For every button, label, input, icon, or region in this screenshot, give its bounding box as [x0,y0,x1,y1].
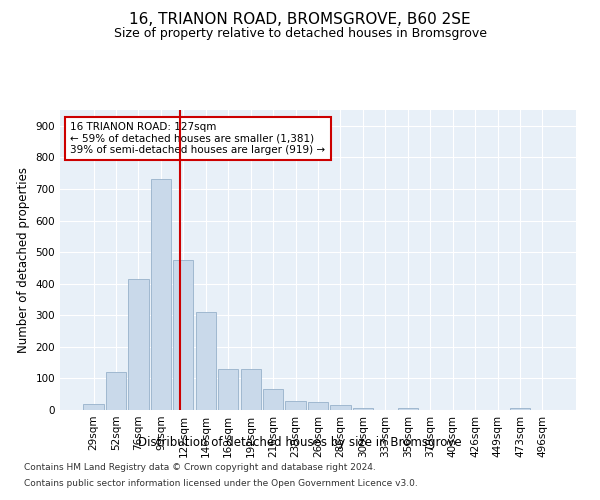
Bar [331,406,350,410]
Bar [510,408,530,410]
Text: 16 TRIANON ROAD: 127sqm
← 59% of detached houses are smaller (1,381)
39% of semi: 16 TRIANON ROAD: 127sqm ← 59% of detache… [70,122,325,155]
Text: 16, TRIANON ROAD, BROMSGROVE, B60 2SE: 16, TRIANON ROAD, BROMSGROVE, B60 2SE [129,12,471,28]
Bar [263,390,283,410]
Bar [106,372,126,410]
Text: Size of property relative to detached houses in Bromsgrove: Size of property relative to detached ho… [113,28,487,40]
Y-axis label: Number of detached properties: Number of detached properties [17,167,30,353]
Text: Contains public sector information licensed under the Open Government Licence v3: Contains public sector information licen… [24,478,418,488]
Bar [128,279,149,410]
Bar [83,404,104,410]
Bar [218,369,238,410]
Bar [151,180,171,410]
Text: Distribution of detached houses by size in Bromsgrove: Distribution of detached houses by size … [138,436,462,449]
Bar [196,312,216,410]
Text: Contains HM Land Registry data © Crown copyright and database right 2024.: Contains HM Land Registry data © Crown c… [24,464,376,472]
Bar [241,369,261,410]
Bar [398,408,418,410]
Bar [286,400,305,410]
Bar [308,402,328,410]
Bar [173,260,193,410]
Bar [353,408,373,410]
